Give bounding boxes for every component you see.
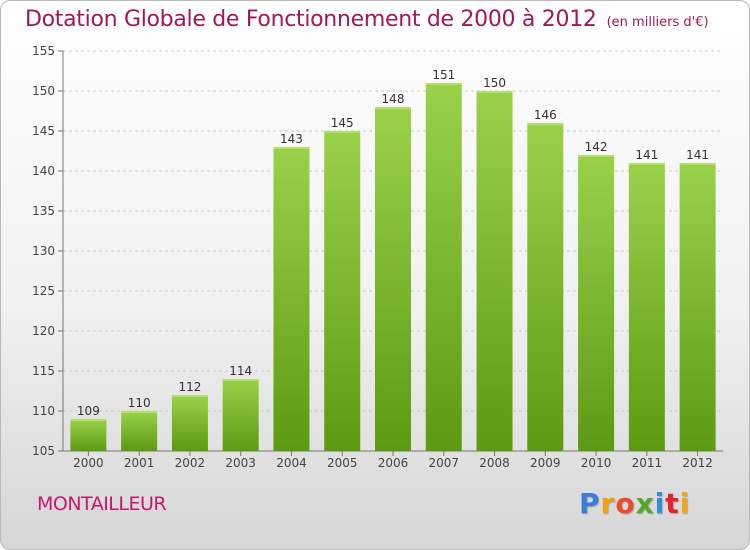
bar <box>628 163 665 451</box>
y-tick-label: 110 <box>32 404 55 418</box>
x-tick-label: 2010 <box>581 456 612 470</box>
proxiti-logo: Proxiti <box>579 487 690 520</box>
bar-highlight <box>171 395 208 397</box>
bar-value-label: 109 <box>77 404 100 418</box>
bar-value-label: 146 <box>534 108 557 122</box>
bar-value-label: 142 <box>585 140 608 154</box>
x-tick-label: 2007 <box>428 456 459 470</box>
bar-highlight <box>578 155 615 157</box>
bar-highlight <box>527 123 564 125</box>
logo-letter: r <box>600 487 616 520</box>
bar <box>273 147 310 451</box>
bar-value-label: 150 <box>483 76 506 90</box>
bar <box>375 107 411 451</box>
bar-highlight <box>628 163 665 165</box>
bar <box>324 131 361 451</box>
bar-highlight <box>222 379 259 381</box>
logo-letter: x <box>635 487 655 520</box>
bar-highlight <box>476 91 513 93</box>
bar-highlight <box>425 83 462 85</box>
x-tick-label: 2012 <box>682 456 713 470</box>
bar <box>222 379 259 451</box>
bar <box>70 419 107 451</box>
bar-highlight <box>121 411 158 413</box>
bar <box>578 155 615 451</box>
bar-value-label: 141 <box>686 148 709 162</box>
bar <box>171 395 208 451</box>
y-tick-label: 130 <box>32 244 55 258</box>
y-tick-label: 135 <box>32 204 55 218</box>
bar <box>527 123 564 451</box>
x-tick-label: 2008 <box>479 456 510 470</box>
logo-letter: i <box>679 487 691 520</box>
bar-value-label: 148 <box>382 92 405 106</box>
logo-letter: o <box>615 487 636 520</box>
bar-value-label: 114 <box>229 364 252 378</box>
y-tick-label: 125 <box>32 284 55 298</box>
y-tick-label: 105 <box>32 444 55 458</box>
bar <box>121 411 158 451</box>
chart-unit-label: (en milliers d'€) <box>606 15 709 30</box>
y-tick-label: 115 <box>32 364 55 378</box>
bar-value-label: 145 <box>331 116 354 130</box>
bar-highlight <box>679 163 716 165</box>
bar <box>679 163 716 451</box>
bar <box>425 83 462 451</box>
logo-letter: i <box>654 487 666 520</box>
bar-highlight <box>70 419 107 421</box>
bar-value-label: 143 <box>280 132 303 146</box>
x-tick-label: 2001 <box>124 456 155 470</box>
x-tick-label: 2004 <box>276 456 307 470</box>
bar-value-label: 141 <box>635 148 658 162</box>
y-tick-label: 150 <box>32 84 55 98</box>
logo-letter: t <box>665 487 680 520</box>
chart-title: Dotation Globale de Fonctionnement de 20… <box>25 7 709 32</box>
bars <box>70 83 716 451</box>
y-tick-label: 120 <box>32 324 55 338</box>
bar-value-label: 110 <box>128 396 151 410</box>
bar-highlight <box>375 107 411 109</box>
x-tick-label: 2000 <box>73 456 104 470</box>
bar-highlight <box>324 131 361 133</box>
bar-value-label: 112 <box>178 380 201 394</box>
bar-value-label: 151 <box>432 68 455 82</box>
y-tick-label: 155 <box>32 44 55 58</box>
chart-title-text: Dotation Globale de Fonctionnement de 20… <box>25 7 597 32</box>
x-tick-label: 2002 <box>175 456 206 470</box>
bar <box>476 91 513 451</box>
y-tick-label: 145 <box>32 124 55 138</box>
x-tick-label: 2005 <box>327 456 358 470</box>
bar-highlight <box>273 147 310 149</box>
x-tick-label: 2003 <box>225 456 256 470</box>
labels: 105 110 115 120 125 130 135 140 145 150 155 109 2000… <box>32 44 713 470</box>
y-tick-label: 140 <box>32 164 55 178</box>
x-tick-label: 2011 <box>632 456 663 470</box>
logo-letter: P <box>579 487 601 520</box>
commune-name: MONTAILLEUR <box>37 493 167 515</box>
x-tick-label: 2006 <box>378 456 409 470</box>
x-tick-label: 2009 <box>530 456 561 470</box>
